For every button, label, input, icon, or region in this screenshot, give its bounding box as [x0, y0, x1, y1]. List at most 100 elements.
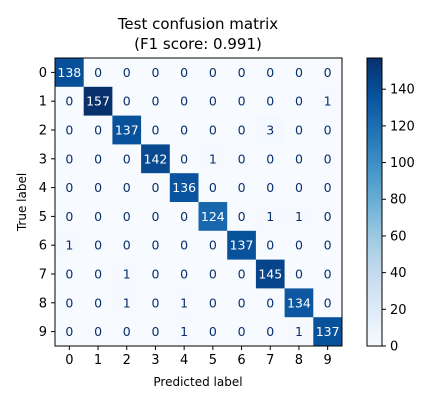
matrix-cell	[284, 202, 314, 232]
x-axis-label: Predicted label	[153, 375, 242, 389]
matrix-cell	[112, 58, 142, 88]
matrix-cell	[313, 58, 343, 88]
matrix-cell	[55, 230, 85, 260]
cell-value-label: 0	[180, 267, 188, 282]
cell-value-label: 1	[209, 151, 217, 166]
matrix-cell	[55, 58, 85, 88]
chart-title: Test confusion matrix	[117, 15, 278, 33]
matrix-cell	[141, 144, 171, 174]
cell-value-label: 0	[151, 94, 159, 109]
cell-value-label: 137	[230, 238, 254, 253]
cell-value-label: 0	[151, 324, 159, 339]
matrix-cell	[255, 288, 285, 318]
matrix-cell	[83, 58, 113, 88]
matrix-cell	[112, 288, 142, 318]
cell-value-label: 0	[295, 65, 303, 80]
x-tick-label: 4	[180, 353, 188, 368]
cell-value-label: 138	[57, 65, 81, 80]
cell-value-label: 0	[209, 94, 217, 109]
matrix-cell	[198, 288, 228, 318]
cell-value-label: 0	[123, 324, 131, 339]
cell-value-label: 124	[201, 209, 225, 224]
cell-value-label: 0	[295, 123, 303, 138]
matrix-cell	[255, 58, 285, 88]
matrix-cell	[83, 86, 113, 116]
cell-value-label: 0	[180, 151, 188, 166]
cell-value-label: 0	[209, 238, 217, 253]
cell-value-label: 0	[238, 65, 246, 80]
y-tick-label: 4	[39, 181, 47, 196]
matrix-cell	[313, 230, 343, 260]
cell-value-label: 0	[238, 123, 246, 138]
matrix-cell	[284, 259, 314, 289]
matrix-cell	[169, 230, 199, 260]
matrix-cell	[141, 259, 171, 289]
cell-value-label: 0	[65, 209, 73, 224]
matrix-cell	[141, 230, 171, 260]
cell-value-label: 0	[266, 94, 274, 109]
matrix-cell	[83, 288, 113, 318]
matrix-cell	[141, 173, 171, 203]
colorbar-tick-label: 40	[390, 266, 407, 281]
matrix-cell	[55, 144, 85, 174]
colorbar-tick-label: 20	[390, 303, 407, 318]
matrix-cell	[141, 115, 171, 145]
matrix-cell	[169, 86, 199, 116]
cell-value-label: 0	[266, 180, 274, 195]
matrix-cell	[313, 115, 343, 145]
cell-value-label: 0	[151, 123, 159, 138]
cell-value-label: 1	[295, 209, 303, 224]
cell-value-label: 1	[180, 295, 188, 310]
cell-value-label: 0	[324, 65, 332, 80]
y-tick-label: 2	[39, 124, 47, 139]
matrix-cell	[112, 144, 142, 174]
matrix-cell	[55, 173, 85, 203]
cell-value-label: 0	[94, 123, 102, 138]
matrix-cell	[255, 230, 285, 260]
matrix-cell	[198, 259, 228, 289]
cell-value-label: 0	[324, 151, 332, 166]
cell-value-label: 0	[295, 238, 303, 253]
cell-value-label: 0	[324, 123, 332, 138]
cell-value-label: 134	[287, 295, 311, 310]
cell-value-label: 0	[238, 324, 246, 339]
cell-value-label: 0	[238, 295, 246, 310]
cell-value-label: 0	[324, 295, 332, 310]
matrix-cell	[83, 202, 113, 232]
colorbar-tick-label: 100	[390, 156, 415, 171]
matrix-cell	[227, 144, 257, 174]
cell-value-label: 0	[65, 267, 73, 282]
matrix-cell	[198, 58, 228, 88]
cell-value-label: 1	[180, 324, 188, 339]
cell-value-label: 0	[209, 267, 217, 282]
x-tick-label: 9	[324, 353, 332, 368]
cell-value-label: 0	[180, 209, 188, 224]
cell-value-label: 0	[266, 295, 274, 310]
cell-value-label: 157	[86, 94, 110, 109]
matrix-cell	[313, 173, 343, 203]
matrix-cell	[313, 317, 343, 347]
matrix-cell	[284, 144, 314, 174]
cell-value-label: 0	[151, 209, 159, 224]
matrix-cell	[313, 86, 343, 116]
matrix-cells	[55, 58, 343, 347]
cell-value-label: 136	[172, 180, 196, 195]
matrix-cell	[198, 173, 228, 203]
matrix-cell	[169, 115, 199, 145]
cell-value-label: 142	[144, 151, 168, 166]
matrix-cell	[284, 288, 314, 318]
cell-value-label: 0	[238, 267, 246, 282]
matrix-cell	[83, 115, 113, 145]
cell-value-label: 0	[180, 238, 188, 253]
x-tick-label: 1	[94, 353, 102, 368]
cell-value-label: 0	[209, 123, 217, 138]
y-tick-label: 6	[39, 239, 47, 254]
matrix-cell	[55, 202, 85, 232]
cell-value-label: 0	[65, 295, 73, 310]
matrix-cell	[313, 144, 343, 174]
cell-value-label: 0	[266, 238, 274, 253]
matrix-cell	[169, 58, 199, 88]
matrix-cell	[227, 259, 257, 289]
cell-value-label: 137	[115, 123, 139, 138]
